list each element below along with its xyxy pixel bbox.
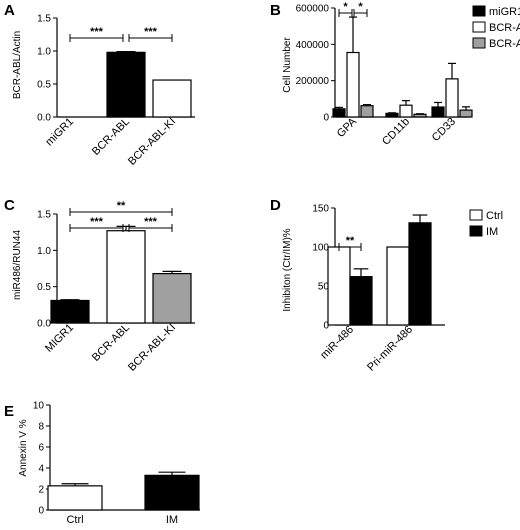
y-tick-label: 50 xyxy=(318,282,330,293)
x-category-label: BCR-ABL xyxy=(90,322,132,364)
y-tick-label: 1.5 xyxy=(37,210,51,221)
significance-label: *** xyxy=(144,26,158,38)
panel-d-legend: Ctrl IM xyxy=(469,209,503,238)
bar xyxy=(346,51,360,118)
bar xyxy=(332,108,346,118)
y-tick-label: 1.5 xyxy=(37,14,51,25)
significance-label: *** xyxy=(144,216,158,228)
y-tick-label: 10 xyxy=(33,401,45,412)
x-category-label: BCR-ABL-KI xyxy=(126,322,178,374)
significance-label: * xyxy=(358,1,363,13)
significance-label: *** xyxy=(90,216,104,228)
bar xyxy=(408,222,432,326)
bar xyxy=(106,51,146,118)
y-tick-label: 0 xyxy=(38,506,44,517)
x-category-label: Pri-miR-486 xyxy=(365,324,415,374)
panel-letter-b: B xyxy=(270,2,281,19)
x-category-label: BCR-ABL-KI xyxy=(126,116,178,168)
legend-swatch xyxy=(472,37,486,49)
bar xyxy=(386,246,410,326)
panel-b-legend: miGR1 BCR-ABL BCR-ABL-KI xyxy=(472,5,520,50)
panel-letter-a: A xyxy=(4,2,15,19)
legend-swatch xyxy=(469,225,483,237)
significance-label: ** xyxy=(346,235,355,247)
x-category-label: GPA xyxy=(335,115,360,140)
y-tick-label: 600000 xyxy=(296,4,330,15)
panel-b: B Cell Number 0 200000 400000 600000 GPA CD11… xyxy=(270,1,520,148)
y-tick-label: 1.0 xyxy=(37,246,51,257)
bar xyxy=(360,105,374,118)
significance-label: *** xyxy=(90,26,104,38)
legend-swatch xyxy=(472,5,486,17)
panel-letter-e: E xyxy=(4,403,14,420)
panel-a-ylabel: BCR-ABL/Actin xyxy=(12,31,23,99)
y-tick-label: 2 xyxy=(38,485,44,496)
legend-label: miGR1 xyxy=(489,6,520,18)
panel-e: E Annexin V % 0 2 4 6 8 10 Ctrl IM xyxy=(4,401,200,526)
y-tick-label: 8 xyxy=(38,422,44,433)
panel-letter-c: C xyxy=(4,197,15,214)
significance-label: ** xyxy=(117,200,126,212)
panel-e-ylabel: Annexin V % xyxy=(18,419,29,476)
x-category-label: CD33 xyxy=(430,116,458,144)
bar xyxy=(399,104,413,118)
y-tick-label: 0 xyxy=(323,113,329,124)
bar xyxy=(327,246,351,326)
bar xyxy=(349,276,373,326)
panel-e-plot: 0 2 4 6 8 10 Ctrl IM xyxy=(33,401,200,526)
y-tick-label: 4 xyxy=(38,464,44,475)
panel-b-ylabel: Cell Number xyxy=(282,37,293,93)
y-tick-label: 0 xyxy=(323,321,329,332)
bar xyxy=(47,485,103,511)
x-category-label: IM xyxy=(166,514,178,526)
panel-b-plot: 0 200000 400000 600000 GPA CD11b CD33 * * xyxy=(296,1,473,148)
bar xyxy=(385,112,399,118)
legend-swatch xyxy=(469,209,483,221)
y-tick-label: 0.0 xyxy=(37,319,51,330)
bar xyxy=(144,474,200,511)
bar xyxy=(459,109,473,118)
legend-swatch xyxy=(472,21,486,33)
bar xyxy=(50,299,90,324)
y-tick-label: 0.5 xyxy=(37,80,51,91)
bar xyxy=(445,78,459,118)
x-category-label: Ctrl xyxy=(66,514,83,526)
legend-label: Ctrl xyxy=(486,210,503,222)
y-tick-label: 6 xyxy=(38,443,44,454)
bar xyxy=(106,230,146,324)
y-tick-label: 200000 xyxy=(296,76,330,87)
panel-letter-d: D xyxy=(270,197,281,214)
panel-d-ylabel: Inhibiton (Ctr/IM)% xyxy=(282,228,293,311)
y-tick-label: 100 xyxy=(312,243,329,254)
significance-label: * xyxy=(343,1,348,13)
bar xyxy=(431,106,445,118)
panel-c-ylabel: miR486/RUN44 xyxy=(12,230,23,300)
y-tick-label: 400000 xyxy=(296,40,330,51)
y-tick-label: 0.0 xyxy=(37,113,51,124)
legend-label: BCR-ABL xyxy=(489,22,520,34)
bar xyxy=(152,79,192,118)
x-category-label: BCR-ABL xyxy=(90,116,132,158)
y-tick-label: 1.0 xyxy=(37,47,51,58)
y-tick-label: 0.5 xyxy=(37,282,51,293)
y-tick-label: 150 xyxy=(312,204,329,215)
x-category-label: CD11b xyxy=(380,116,412,148)
legend-label: IM xyxy=(486,226,498,238)
bar xyxy=(152,272,192,324)
legend-label: BCR-ABL-KI xyxy=(489,38,520,50)
bar xyxy=(413,113,427,118)
